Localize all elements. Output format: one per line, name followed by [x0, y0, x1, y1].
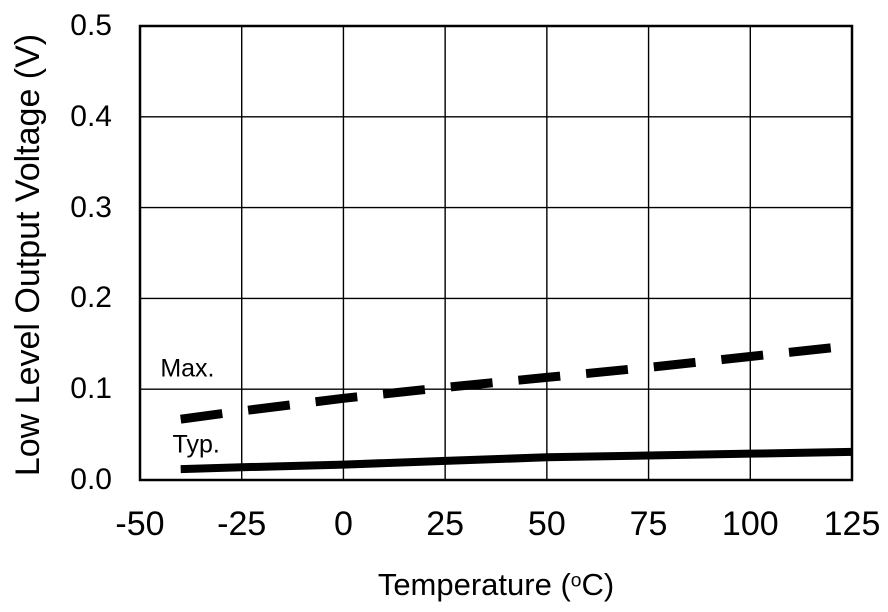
- x-tick-label: 25: [426, 505, 465, 543]
- plot-border: [138, 24, 854, 482]
- series-line-typ: [180, 447, 853, 474]
- y-tick-label: 0.5: [70, 9, 112, 42]
- x-tick-label: -25: [217, 505, 267, 543]
- x-tick-label: 50: [527, 505, 566, 543]
- x-axis-title-suffix: C): [581, 567, 615, 602]
- x-tick-label: 0: [333, 505, 353, 543]
- series-line-max: [180, 341, 853, 424]
- x-tick-label: 75: [629, 505, 668, 543]
- y-tick-label: 0.1: [70, 372, 112, 406]
- x-tick-label: 100: [721, 505, 779, 543]
- degree-symbol: o: [570, 570, 582, 592]
- y-tick-label: 0.3: [70, 190, 112, 224]
- y-tick-label: 0.2: [70, 281, 112, 315]
- x-tick-label: 125: [823, 505, 881, 543]
- x-axis-title-prefix: Temperature (: [377, 567, 571, 602]
- y-tick-label: 0.0: [70, 463, 112, 496]
- series-label-typ: Typ.: [172, 430, 220, 459]
- series-label-max: Max.: [160, 354, 215, 383]
- y-axis-title: Low Level Output Voltage (V): [9, 33, 47, 477]
- x-tick-label: -50: [115, 505, 165, 543]
- y-tick-label: 0.4: [70, 99, 112, 133]
- x-axis-title: Temperature (oC): [140, 568, 852, 602]
